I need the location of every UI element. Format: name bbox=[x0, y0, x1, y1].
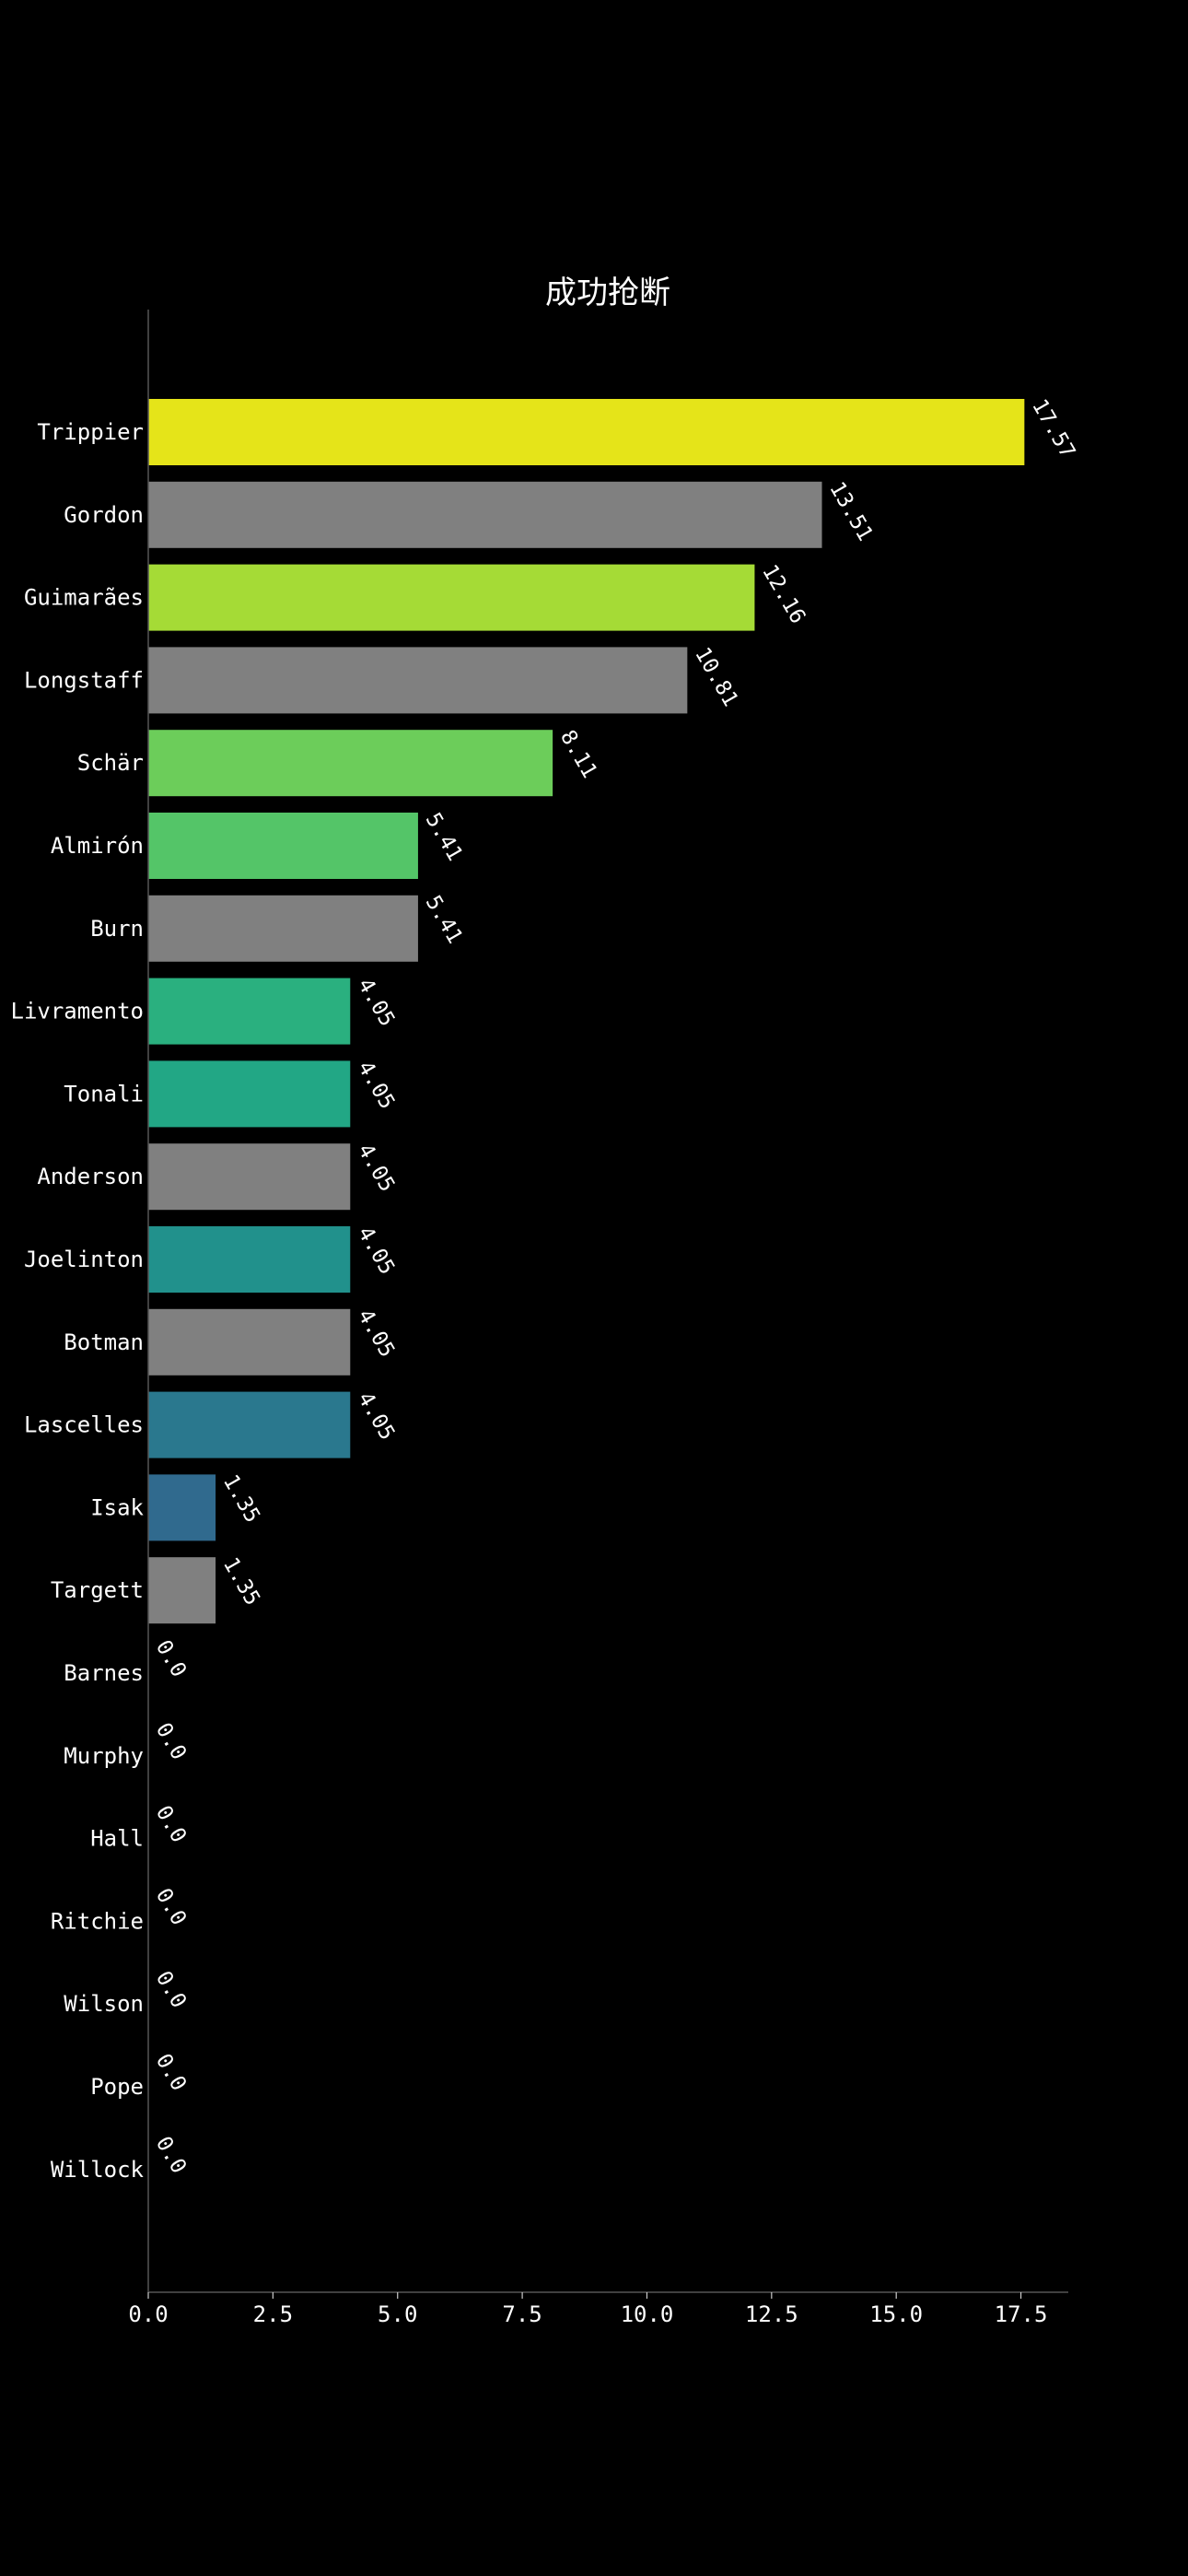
value-label: 0.0 bbox=[151, 1719, 191, 1764]
value-label: 4.05 bbox=[353, 975, 399, 1031]
value-label: 5.41 bbox=[421, 809, 467, 865]
category-label: Willock bbox=[51, 2157, 145, 2183]
category-label: Lascelles bbox=[24, 1412, 144, 1438]
category-label: Trippier bbox=[37, 419, 144, 445]
bar-livramento bbox=[148, 978, 351, 1045]
value-label: 12.16 bbox=[757, 561, 809, 628]
bar-burn bbox=[148, 895, 418, 962]
chart-title: 成功抢断 bbox=[545, 275, 670, 311]
category-label: Targett bbox=[51, 1577, 144, 1603]
value-label: 1.35 bbox=[218, 1553, 264, 1610]
value-label: 0.0 bbox=[151, 1967, 191, 2012]
category-label: Tonali bbox=[64, 1081, 144, 1107]
bars-layer bbox=[148, 399, 1025, 1624]
bar-longstaff bbox=[148, 647, 688, 714]
bar-targett bbox=[148, 1557, 216, 1624]
bar-lascelles bbox=[148, 1391, 351, 1458]
category-label: Burn bbox=[90, 916, 144, 942]
bar-isak bbox=[148, 1474, 216, 1541]
value-label: 4.05 bbox=[353, 1223, 399, 1279]
value-label: 1.35 bbox=[218, 1470, 264, 1527]
category-label: Pope bbox=[90, 2074, 144, 2100]
category-label: Joelinton bbox=[24, 1247, 144, 1272]
x-tick-label: 2.5 bbox=[253, 2301, 293, 2327]
x-tick-label: 15.0 bbox=[869, 2301, 923, 2327]
category-label: Hall bbox=[90, 1826, 144, 1852]
value-label: 4.05 bbox=[353, 1388, 399, 1445]
bar-anderson bbox=[148, 1143, 351, 1211]
bar-schär bbox=[148, 730, 553, 797]
category-label: Longstaff bbox=[24, 667, 144, 693]
value-label: 0.0 bbox=[151, 1802, 191, 1847]
value-label: 0.0 bbox=[151, 2050, 191, 2095]
bar-botman bbox=[148, 1308, 351, 1376]
category-label: Isak bbox=[90, 1494, 144, 1520]
category-labels-layer: Trippier Gordon Guimarães Longstaff Schär Alm… bbox=[11, 419, 145, 2183]
value-label: 10.81 bbox=[690, 643, 742, 710]
category-label: Ritchie bbox=[51, 1908, 144, 1934]
bar-guimarães bbox=[148, 564, 755, 631]
value-label: 0.0 bbox=[151, 1636, 191, 1681]
category-label: Botman bbox=[64, 1329, 144, 1355]
category-label: Anderson bbox=[37, 1164, 144, 1189]
value-label: 4.05 bbox=[353, 1140, 399, 1196]
value-label: 13.51 bbox=[824, 478, 877, 545]
category-label: Livramento bbox=[11, 999, 145, 1025]
category-label: Guimarães bbox=[24, 585, 144, 611]
value-label: 8.11 bbox=[555, 726, 601, 782]
axes-layer: 0.0 2.5 5.0 7.5 10.0 12.5 15.0 17.5 bbox=[128, 310, 1068, 2327]
x-tick-label: 7.5 bbox=[502, 2301, 542, 2327]
category-label: Schär bbox=[77, 750, 144, 776]
bar-tonali bbox=[148, 1060, 351, 1128]
category-label: Murphy bbox=[64, 1743, 144, 1769]
value-label: 0.0 bbox=[151, 2133, 191, 2178]
x-tick-label: 10.0 bbox=[621, 2301, 674, 2327]
value-label: 0.0 bbox=[151, 1884, 191, 1929]
value-label: 17.57 bbox=[1027, 395, 1079, 463]
value-label: 5.41 bbox=[421, 892, 467, 948]
bar-almirón bbox=[148, 813, 418, 879]
x-tick-label: 17.5 bbox=[995, 2301, 1048, 2327]
x-tick-label: 12.5 bbox=[745, 2301, 798, 2327]
value-label: 4.05 bbox=[353, 1057, 399, 1113]
category-label: Gordon bbox=[64, 502, 144, 528]
value-label: 4.05 bbox=[353, 1306, 399, 1362]
bar-gordon bbox=[148, 481, 822, 548]
category-label: Wilson bbox=[64, 1991, 144, 2017]
category-label: Almirón bbox=[51, 833, 144, 859]
category-label: Barnes bbox=[64, 1660, 144, 1686]
bar-joelinton bbox=[148, 1226, 351, 1293]
x-tick-label: 0.0 bbox=[128, 2301, 168, 2327]
x-tick-label: 5.0 bbox=[378, 2301, 417, 2327]
bar-trippier bbox=[148, 399, 1025, 465]
